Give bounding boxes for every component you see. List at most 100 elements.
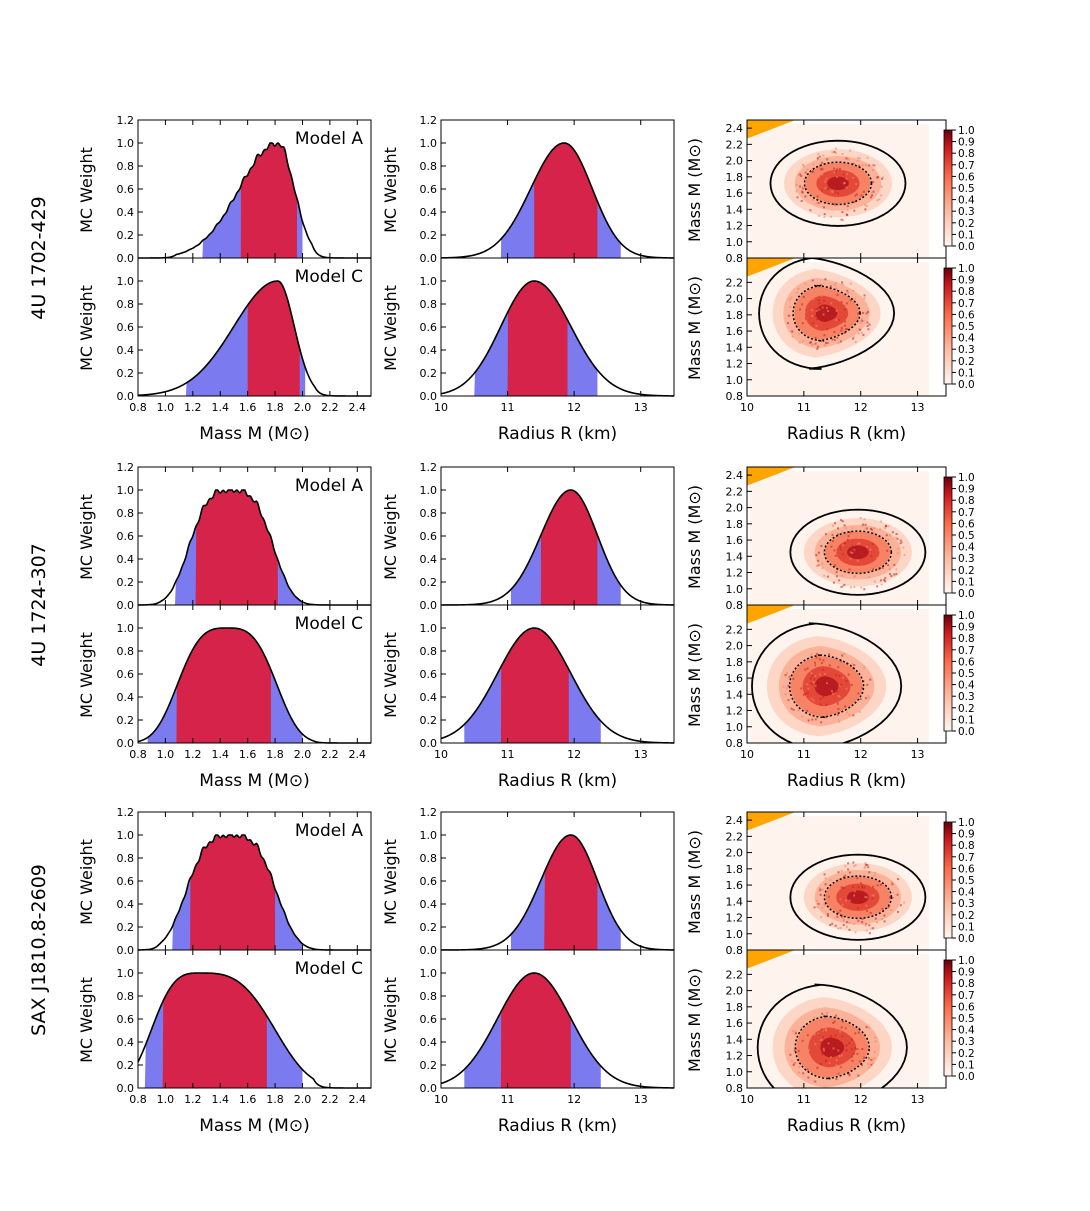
- causality-excluded-region: [747, 258, 796, 277]
- heatmap-pixel: [813, 294, 816, 297]
- heatmap-pixel: [841, 211, 844, 214]
- heatmap-pixel: [884, 527, 887, 530]
- model-label: Model C: [295, 267, 363, 287]
- y-tick-label: 1.4: [726, 550, 744, 563]
- heatmap-pixel: [792, 708, 795, 711]
- heatmap-pixel: [873, 1051, 876, 1054]
- x-tick-label: 1.2: [184, 748, 202, 761]
- heatmap-pixel: [884, 580, 887, 583]
- y-axis-label: Mass M (M⊙): [685, 276, 704, 380]
- contour-68: [792, 284, 861, 342]
- x-tick-label: 12: [854, 401, 868, 414]
- heatmap-pixel: [843, 181, 846, 184]
- y-tick-label: 0.4: [117, 344, 135, 357]
- heatmap-pixel: [825, 903, 828, 906]
- heatmap-pixel: [860, 586, 863, 589]
- x-tick-label: 0.8: [129, 748, 147, 761]
- heatmap-pixel: [835, 287, 838, 290]
- heatmap-pixel: [842, 919, 845, 922]
- heatmap-pixel: [812, 1024, 815, 1027]
- heatmap-pixel: [829, 285, 832, 288]
- heatmap-pixel: [830, 545, 833, 548]
- heatmap-pixel: [865, 527, 868, 530]
- y-tick-label: 0.4: [117, 553, 135, 566]
- heatmap-pixel: [848, 1042, 851, 1045]
- heatmap-pixel: [841, 1035, 844, 1038]
- heatmap-pixel: [800, 175, 803, 178]
- heatmap-pixel: [823, 574, 826, 577]
- colorbar-tick-label: 0.0: [958, 1071, 975, 1083]
- y-tick-label: 1.2: [117, 806, 135, 819]
- heatmap-pixel: [833, 1020, 836, 1023]
- y-tick-label: 0.2: [117, 921, 135, 934]
- heatmap-pixel: [815, 690, 818, 693]
- mass-radius-panel: 0.81.01.21.41.61.82.02.20.00.10.20.30.40…: [726, 949, 975, 1095]
- heatmap-pixel: [841, 152, 844, 155]
- heatmap-pixel: [891, 884, 894, 887]
- heatmap-pixel: [820, 161, 823, 164]
- heatmap-pixel: [883, 920, 886, 923]
- x-axis-label: Mass M (M⊙): [199, 771, 309, 791]
- heatmap-pixel: [863, 1056, 866, 1059]
- mass-panel: 0.0 0.2 0.4 0.6 0.8 1.0 0.8 1.0 1.2 1.4 1.6 1.8 2.0 2…: [117, 949, 372, 1106]
- heatmap-pixel: [851, 690, 854, 693]
- heatmap-pixel: [801, 187, 804, 190]
- colorbar-tick-label: 0.3: [958, 344, 975, 356]
- heatmap-pixel: [812, 1080, 815, 1083]
- heatmap-pixel: [808, 669, 811, 672]
- heatmap-pixel: [795, 668, 798, 671]
- heatmap-pixel: [827, 1042, 830, 1045]
- heatmap-pixel: [843, 908, 846, 911]
- heatmap-pixel: [803, 1033, 806, 1036]
- heatmap-pixel: [820, 189, 823, 192]
- heatmap-pixel: [802, 163, 805, 166]
- heatmap-pixel: [903, 553, 906, 556]
- heatmap-pixel: [896, 537, 899, 540]
- heatmap-pixel: [853, 894, 856, 897]
- x-tick-label: 13: [911, 748, 925, 761]
- heatmap-pixel: [843, 583, 846, 586]
- heatmap-pixel: [878, 549, 881, 552]
- heatmap-level: [827, 176, 849, 191]
- colorbar-tick-label: 0.1: [958, 921, 975, 933]
- heatmap-pixel: [838, 1054, 841, 1057]
- heatmap-pixel: [872, 885, 875, 888]
- heatmap-pixel: [816, 1066, 819, 1069]
- heatmap-pixel: [813, 1063, 816, 1066]
- colorbar-tick-label: 0.7: [958, 298, 975, 310]
- heatmap-pixel: [824, 180, 827, 183]
- heatmap-pixel: [802, 340, 805, 343]
- x-tick-label: 11: [501, 1093, 515, 1106]
- heatmap-pixel: [824, 342, 827, 345]
- y-tick-label: 0.6: [117, 183, 135, 196]
- heatmap-pixel: [866, 909, 869, 912]
- heatmap-pixel: [818, 155, 821, 158]
- heatmap-pixel: [795, 312, 798, 315]
- y-tick-label: 1.0: [117, 275, 135, 288]
- heatmap-pixel: [823, 206, 826, 209]
- heatmap-pixel: [794, 676, 797, 679]
- heatmap-pixel: [841, 585, 844, 588]
- y-tick-label: 0.4: [420, 344, 438, 357]
- heatmap-pixel: [835, 550, 838, 553]
- y-axis-label: MC Weight: [381, 285, 400, 371]
- heatmap-pixel: [825, 548, 828, 551]
- heatmap-pixel: [815, 308, 818, 311]
- confidence-68-fill: [534, 143, 598, 258]
- heatmap-pixel: [851, 1038, 854, 1041]
- y-tick-label: 0.2: [117, 576, 135, 589]
- x-axis-label: Radius R (km): [787, 424, 906, 444]
- heatmap-pixel: [846, 711, 849, 714]
- heatmap-pixel: [809, 677, 812, 680]
- heatmap-pixel: [840, 915, 843, 918]
- y-tick-label: 0.0: [420, 944, 438, 957]
- contour-68: [788, 654, 865, 719]
- heatmap-pixel: [789, 305, 792, 308]
- confidence-68-fill: [507, 281, 568, 396]
- colorbar-tick-label: 1.0: [958, 263, 975, 275]
- heatmap-pixel: [852, 673, 855, 676]
- contour-95: [751, 622, 903, 743]
- colorbar-tick-label: 0.0: [958, 241, 975, 253]
- heatmap-pixel: [868, 576, 871, 579]
- heatmap-pixel: [807, 1066, 810, 1069]
